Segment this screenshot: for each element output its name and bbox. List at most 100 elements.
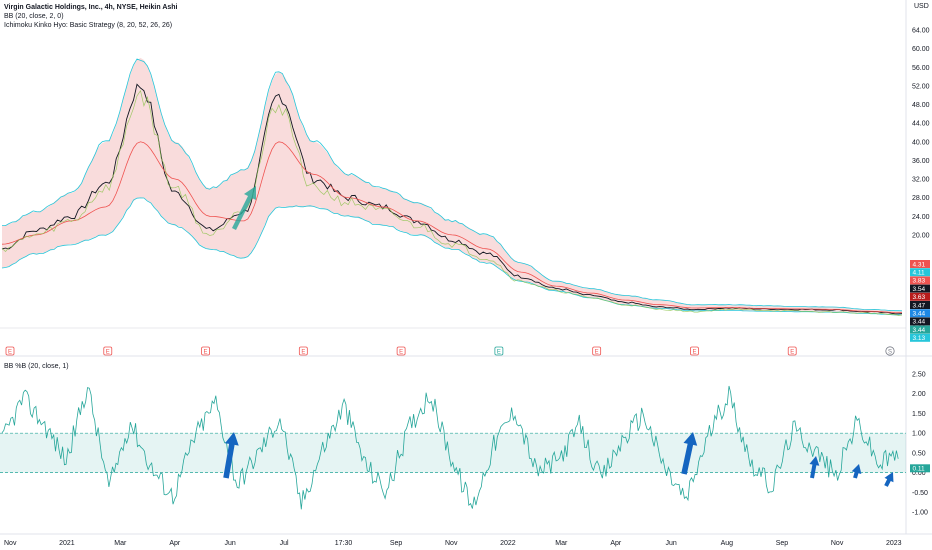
signal-arrow-icon (851, 464, 862, 479)
time-tick-label: Jun (666, 540, 677, 547)
time-tick-label: 2023 (886, 540, 902, 547)
earnings-letter: E (497, 350, 501, 356)
price-tag (910, 260, 930, 268)
time-tick-label: Apr (610, 540, 622, 547)
basis-line (1, 141, 902, 313)
price-tag-label: 3.44 (913, 311, 926, 318)
pctb-value-tag (910, 464, 930, 473)
signal-arrow-icon (884, 472, 894, 487)
time-tick-label: Nov (4, 540, 17, 547)
price-tag (910, 333, 930, 342)
earnings-letter: E (595, 350, 599, 356)
price-line (1, 83, 903, 315)
pctb-tick-label: -1.00 (912, 510, 928, 517)
earnings-letter: E (8, 350, 12, 356)
earnings-letter: E (301, 350, 305, 356)
earnings-marker (201, 346, 210, 356)
earnings-marker (5, 346, 15, 356)
main-pane-grid (0, 0, 932, 535)
pctb-legend: BB %B (20, close, 1) (4, 362, 69, 371)
price-tag-label: 3.63 (913, 294, 926, 301)
signal-arrow-icon (681, 432, 698, 475)
price-tags: 4.314.113.833.543.633.473.443.443.443.13 (910, 260, 930, 342)
price-tag-label: 3.44 (913, 327, 926, 334)
time-tick-label: Mar (114, 540, 127, 547)
currency-label: USD (914, 3, 929, 10)
price-tag (910, 276, 930, 285)
price-tag (910, 309, 930, 318)
signal-arrows (223, 186, 894, 487)
price-tick-label: 20.00 (912, 232, 930, 239)
price-tag (910, 301, 930, 309)
time-axis: Nov 2021 Mar Apr Jun Jul 17:30 Sep Nov 2022 Mar Apr… (4, 540, 902, 547)
legend-pctb[interactable]: BB %B (20, close, 1) (4, 363, 69, 370)
earnings-letter: E (204, 350, 208, 356)
time-tick-label: Jun (225, 540, 236, 547)
time-tick-label: Sep (390, 540, 403, 547)
pctb-tick-label: 2.00 (912, 391, 926, 398)
earnings-marker (396, 346, 406, 356)
price-tag-label: 4.31 (913, 261, 926, 268)
earnings-letter: S (888, 350, 892, 356)
time-tick-label: Sep (776, 540, 789, 547)
pctb-tick-label: 0.50 (912, 450, 926, 457)
pctb-tick-label: 1.50 (912, 411, 926, 418)
earnings-marker (592, 346, 602, 356)
pctb-axis: 2.50 2.00 1.50 1.00 0.50 0.00 -0.50 -1.00 0.11 (910, 371, 930, 517)
price-tag-label: 3.13 (913, 335, 926, 342)
pctb-tick-label: 1.00 (912, 431, 926, 438)
price-tick-label: 48.00 (912, 102, 930, 109)
time-tick-label: 17:30 (335, 540, 353, 547)
pctb-tick-label: -0.50 (912, 490, 928, 497)
price-tag (910, 284, 930, 293)
legend-bb[interactable]: BB (20, close, 2, 0) (4, 13, 64, 20)
pctb-tick-label: 2.50 (912, 371, 926, 378)
pctb-pane (0, 385, 906, 510)
price-tick-label: 24.00 (912, 214, 930, 221)
earnings-letter: E (790, 350, 794, 356)
price-tick-label: 60.00 (912, 46, 930, 53)
time-tick-label: 2022 (500, 540, 516, 547)
pctb-band-fill (0, 433, 906, 473)
price-tick-label: 64.00 (912, 28, 930, 35)
signal-arrow-icon (809, 456, 820, 479)
signal-arrow-icon (223, 432, 239, 479)
lagging-span-line (1, 89, 903, 316)
earnings-marker (494, 346, 504, 356)
price-tag-label: 3.44 (913, 319, 926, 326)
split-marker (885, 346, 895, 356)
main-legend: Virgin Galactic Holdings, Inc., 4h, NYSE… (4, 3, 178, 30)
pctb-line (1, 385, 899, 510)
price-tick-label: 40.00 (912, 139, 930, 146)
price-tag (910, 292, 930, 301)
legend-ichimoku[interactable]: Ichimoku Kinko Hyo: Basic Strategy (8, 2… (4, 22, 173, 29)
time-tick-label: Mar (555, 540, 568, 547)
ichimoku-cloud (2, 57, 902, 316)
earnings-marker (787, 346, 797, 356)
time-tick-label: 2021 (59, 540, 75, 547)
earnings-letter: E (399, 350, 403, 356)
price-tick-label: 32.00 (912, 177, 930, 184)
upper-band-line (1, 58, 903, 312)
cloud-fill (2, 57, 902, 316)
time-tick-label: Apr (169, 540, 181, 547)
price-tick-label: 56.00 (912, 65, 930, 72)
earnings-marker (103, 346, 113, 356)
price-tag-label: 3.54 (913, 286, 926, 293)
time-tick-label: Nov (445, 540, 458, 547)
time-tick-label: Nov (831, 540, 844, 547)
lower-band-line (1, 197, 903, 316)
price-tag (910, 268, 930, 277)
earnings-marker (690, 346, 699, 356)
pctb-value-tag-label: 0.11 (913, 466, 926, 473)
pctb-tick-label: 0.00 (912, 470, 926, 477)
main-series-layer (1, 58, 903, 316)
earnings-letter: E (692, 350, 696, 356)
trend-arrow-icon (232, 186, 256, 230)
time-tick-label: Jul (280, 540, 289, 547)
price-tick-label: 52.00 (912, 83, 930, 90)
price-tag (910, 317, 930, 326)
legend-symbol[interactable]: Virgin Galactic Holdings, Inc., 4h, NYSE… (4, 4, 178, 11)
